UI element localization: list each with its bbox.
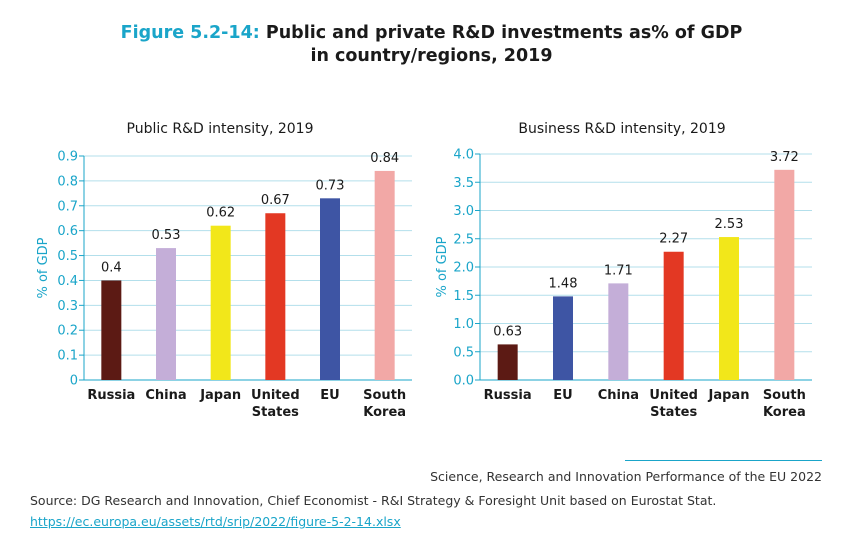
chart2-y-tick-label: 4.0: [453, 148, 474, 163]
chart1-title: Public R&D intensity, 2019: [127, 121, 314, 137]
chart1-y-tick-label: 0: [70, 374, 78, 389]
chart2-data-label: 1.48: [549, 276, 578, 291]
chart1-bar: [374, 170, 395, 380]
chart1-y-tick-label: 0.8: [57, 174, 78, 189]
chart1-category-label: States: [252, 405, 299, 420]
chart2-y-axis-label: % of GDP: [435, 236, 450, 297]
figure-title-line-2: in country/regions, 2019: [310, 46, 553, 66]
chart2-data-label: 2.27: [659, 232, 688, 247]
chart1-category-label: EU: [320, 388, 339, 403]
chart1-bar: [210, 225, 231, 380]
chart1-data-label: 0.53: [152, 228, 181, 243]
chart2-category-label: Korea: [763, 405, 806, 420]
chart2-category-label: United: [649, 388, 698, 403]
chart1-bar: [320, 198, 340, 380]
chart2-y-tick-label: 1.0: [453, 317, 474, 332]
chart1-data-label: 0.62: [206, 206, 235, 221]
chart2-bar: [553, 296, 573, 380]
chart2-category-label: Japan: [708, 388, 750, 403]
chart2-data-label: 2.53: [715, 217, 744, 232]
chart2-category-label: Russia: [484, 388, 532, 403]
chart1-category-label: Korea: [363, 405, 406, 420]
figure-title: Figure 5.2-14: Public and private R&D in…: [0, 22, 863, 68]
chart2-bar: [719, 237, 739, 380]
publication-name: Science, Research and Innovation Perform…: [430, 469, 822, 484]
chart2-y-tick-label: 3.0: [453, 204, 474, 219]
chart2-bar: [608, 283, 629, 380]
chart1-category-label: Japan: [199, 388, 241, 403]
chart2-bar: [663, 251, 684, 380]
chart1-data-label: 0.73: [316, 178, 345, 193]
chart2-bar: [497, 344, 518, 380]
chart2-data-label: 0.63: [493, 324, 522, 339]
source-note: Source: DG Research and Innovation, Chie…: [30, 490, 730, 532]
chart1-y-tick-label: 0.1: [57, 349, 78, 364]
chart1-data-label: 0.4: [101, 260, 122, 275]
chart2-y-tick-label: 1.5: [453, 289, 474, 304]
footer-divider: [625, 460, 822, 461]
chart2-y-tick-label: 2.0: [453, 261, 474, 276]
figure-label: Figure 5.2-14:: [120, 23, 260, 43]
chart1-data-label: 0.67: [261, 193, 290, 208]
chart2-y-tick-label: 2.5: [453, 232, 474, 247]
chart2-title: Business R&D intensity, 2019: [518, 121, 725, 137]
chart1-category-label: United: [251, 388, 300, 403]
chart2-category-label: States: [650, 405, 697, 420]
chart1-bar: [101, 280, 122, 380]
chart1-data-label: 0.84: [370, 151, 399, 166]
figure-title-text: Public and private R&D investments as% o…: [265, 23, 743, 43]
chart2-data-label: 1.71: [604, 263, 633, 278]
chart1-y-tick-label: 0.9: [57, 150, 78, 165]
chart2-category-label: EU: [553, 388, 572, 403]
chart1-category-label: South: [363, 388, 406, 403]
figure-title-line-1: Figure 5.2-14: Public and private R&D in…: [0, 22, 863, 45]
chart2-y-tick-label: 3.5: [453, 176, 474, 191]
chart1-category-label: Russia: [87, 388, 135, 403]
chart1-bar: [156, 248, 176, 380]
chart1-y-axis-label: % of GDP: [36, 237, 51, 298]
chart1-bar: [265, 213, 286, 380]
chart2-y-tick-label: 0.0: [453, 374, 474, 389]
chart1-y-tick-label: 0.2: [57, 324, 78, 339]
chart1-y-tick-label: 0.4: [57, 274, 78, 289]
chart1-y-tick-label: 0.7: [57, 199, 78, 214]
chart2-category-label: China: [598, 388, 639, 403]
chart2-category-label: South: [763, 388, 806, 403]
source-link[interactable]: https://ec.europa.eu/assets/rtd/srip/202…: [30, 514, 401, 529]
chart1-category-label: China: [145, 388, 186, 403]
chart1-y-tick-label: 0.6: [57, 224, 78, 239]
chart2-bar: [774, 169, 795, 380]
chart2-y-tick-label: 0.5: [453, 345, 474, 360]
source-text: Source: DG Research and Innovation, Chie…: [30, 493, 717, 508]
chart1-y-tick-label: 0.3: [57, 299, 78, 314]
chart1-y-tick-label: 0.5: [57, 249, 78, 264]
chart2-data-label: 3.72: [770, 150, 799, 165]
